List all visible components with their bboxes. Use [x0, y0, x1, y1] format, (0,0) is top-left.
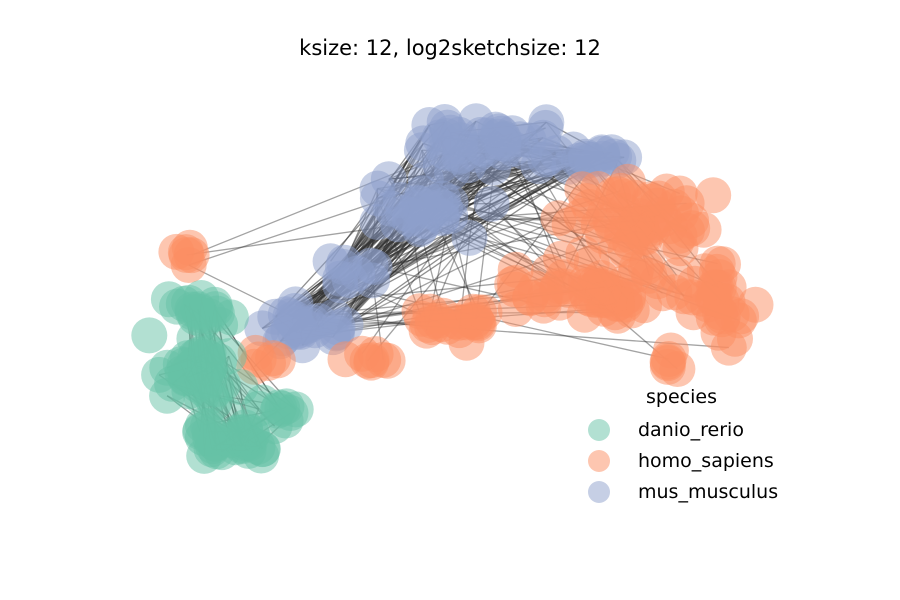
node-homo-sapiens — [171, 229, 208, 266]
node-danio-rerio — [272, 395, 309, 431]
node-danio-rerio — [212, 299, 249, 336]
node-homo-sapiens — [626, 287, 662, 324]
node-mus-musculus — [473, 185, 510, 222]
node-homo-sapiens — [420, 302, 457, 339]
node-danio-rerio — [201, 343, 237, 380]
node-danio-rerio — [131, 317, 168, 354]
node-homo-sapiens — [695, 177, 732, 214]
legend-marker-danio-rerio — [588, 418, 610, 441]
node-danio-rerio — [150, 281, 187, 318]
node-homo-sapiens — [685, 211, 722, 248]
node-mus-musculus — [319, 309, 356, 346]
node-homo-sapiens — [618, 250, 655, 287]
legend-label-danio-rerio: danio_rerio — [638, 418, 744, 441]
legend-label-mus-musculus: mus_musculus — [638, 480, 779, 503]
legend-marker-homo-sapiens — [588, 449, 610, 472]
node-mus-musculus — [403, 132, 440, 169]
legend-item-danio-rerio: danio_rerio — [580, 414, 810, 445]
node-homo-sapiens — [585, 272, 622, 309]
node-mus-musculus — [568, 140, 605, 177]
node-homo-sapiens — [344, 335, 381, 372]
node-homo-sapiens — [609, 163, 646, 200]
node-danio-rerio — [149, 349, 186, 386]
legend: species danio_rerio homo_sapiens mus_mus… — [580, 386, 810, 507]
node-homo-sapiens — [547, 268, 584, 305]
node-danio-rerio — [212, 421, 249, 458]
legend-label-homo-sapiens: homo_sapiens — [638, 449, 774, 472]
node-mus-musculus — [287, 308, 324, 345]
node-mus-musculus — [506, 134, 543, 171]
node-mus-musculus — [401, 185, 438, 222]
chart-title: ksize: 12, log2sketchsize: 12 — [299, 36, 601, 60]
node-homo-sapiens — [618, 203, 655, 240]
node-homo-sapiens — [540, 200, 577, 237]
legend-title: species — [646, 386, 717, 408]
network-edge — [361, 167, 494, 355]
node-mus-musculus — [257, 298, 294, 335]
legend-marker-mus-musculus — [588, 480, 610, 503]
node-mus-musculus — [528, 104, 565, 141]
node-mus-musculus — [477, 111, 514, 148]
node-homo-sapiens — [237, 334, 274, 371]
legend-item-mus-musculus: mus_musculus — [580, 476, 810, 507]
node-homo-sapiens — [517, 270, 554, 307]
node-homo-sapiens — [649, 343, 686, 380]
node-homo-sapiens — [703, 282, 740, 319]
node-mus-musculus — [373, 190, 410, 227]
node-mus-musculus — [339, 255, 376, 292]
legend-item-homo-sapiens: homo_sapiens — [580, 445, 810, 476]
node-layer — [131, 103, 774, 474]
